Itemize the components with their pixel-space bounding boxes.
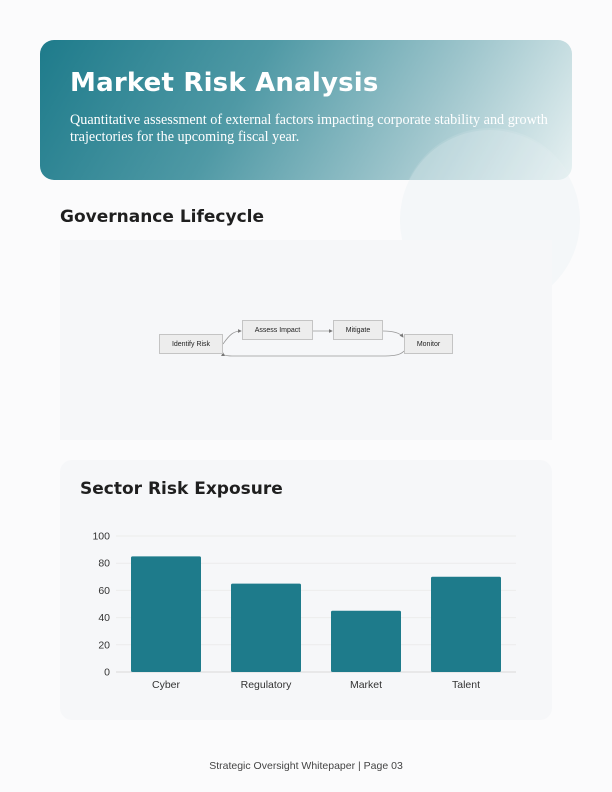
x-tick-label: Regulatory [241, 679, 293, 691]
sector-exposure-card: Sector Risk Exposure 0 20 40 60 80 100 Cyber Re… [60, 460, 552, 720]
node-mitigate: Mitigate [333, 320, 383, 340]
x-tick-label: Cyber [152, 679, 181, 691]
x-tick-label: Talent [452, 679, 480, 691]
bar-cyber [131, 556, 201, 672]
lifecycle-diagram: Identify Risk Assess Impact Mitigate Mon… [60, 240, 552, 440]
page-subtitle: Quantitative assessment of external fact… [70, 112, 548, 145]
hero-banner: Market Risk Analysis Quantitative assess… [40, 40, 572, 180]
y-tick-label: 20 [98, 639, 110, 651]
y-tick-label: 40 [98, 612, 110, 624]
bar-talent [431, 576, 501, 672]
node-assess-impact: Assess Impact [242, 320, 313, 340]
edge-monitor-identify [221, 350, 405, 357]
lifecycle-connectors [221, 329, 405, 357]
sector-risk-chart: 0 20 40 60 80 100 Cyber Regulatory Market Talent [92, 531, 516, 691]
edge-mitigate-monitor [382, 330, 404, 338]
x-tick-label: Market [350, 679, 382, 691]
edge-identify-assess [222, 329, 242, 345]
y-tick-label: 60 [98, 585, 110, 597]
y-tick-label: 0 [104, 667, 110, 679]
page-title: Market Risk Analysis [70, 68, 379, 98]
node-monitor: Monitor [404, 334, 453, 354]
bar-market [331, 610, 401, 672]
exposure-heading: Sector Risk Exposure [80, 479, 283, 499]
bar-regulatory [231, 583, 301, 672]
node-identify-risk: Identify Risk [159, 334, 223, 354]
y-tick-label: 80 [98, 558, 110, 570]
y-tick-label: 100 [92, 531, 110, 543]
lifecycle-heading: Governance Lifecycle [60, 207, 265, 227]
page-footer: Strategic Oversight Whitepaper | Page 03 [209, 760, 403, 772]
